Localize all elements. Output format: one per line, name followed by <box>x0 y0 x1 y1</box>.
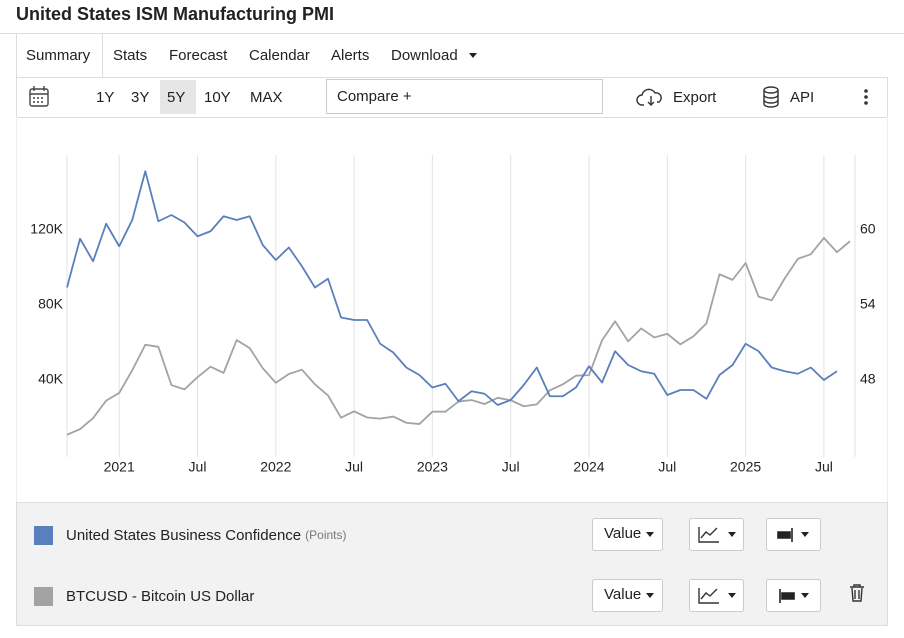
axis-icon <box>779 589 795 603</box>
legend-swatch <box>34 526 53 545</box>
chart-type-icon <box>698 588 719 604</box>
x-tick-label: 2023 <box>417 459 448 475</box>
y-tick-label: 120K <box>30 221 63 237</box>
series-name: United States Business Confidence <box>66 527 301 544</box>
legend: United States Business Confidence (Points… <box>34 518 821 612</box>
y2-tick-label: 48 <box>860 371 876 387</box>
range-button[interactable]: 5Y <box>167 89 185 106</box>
value-button[interactable] <box>592 518 663 551</box>
value-button-label: Value <box>604 586 641 603</box>
active-tab <box>16 33 103 77</box>
x-tick-label: Jul <box>345 459 363 475</box>
dropdown-caret <box>469 53 477 58</box>
chart-type-button[interactable] <box>689 518 744 551</box>
x-tick-label: 2021 <box>104 459 135 475</box>
export-icon[interactable] <box>636 88 662 106</box>
page-title: United States ISM Manufacturing PMI <box>16 4 334 24</box>
x-tick-label: 2025 <box>730 459 761 475</box>
legend-panel <box>16 502 888 626</box>
x-tick-label: 2024 <box>573 459 604 475</box>
more-menu[interactable] <box>864 89 868 105</box>
active-range <box>160 80 196 114</box>
tab[interactable]: Stats <box>113 47 147 64</box>
range-button[interactable]: 10Y <box>204 89 231 106</box>
tab[interactable]: Calendar <box>249 47 310 64</box>
x-tick-label: Jul <box>815 459 833 475</box>
range-button[interactable]: 1Y <box>96 89 114 106</box>
axis-button[interactable] <box>766 518 821 551</box>
value-button-label: Value <box>604 525 641 542</box>
x-tick-label: Jul <box>658 459 676 475</box>
dropdown-caret <box>646 532 654 537</box>
tab[interactable]: Alerts <box>331 47 369 64</box>
axis-icon <box>777 528 793 542</box>
x-tick-label: Jul <box>189 459 207 475</box>
calendar-icon[interactable] <box>29 86 49 107</box>
legend-swatch <box>34 587 53 606</box>
y-tick-label: 80K <box>38 296 64 312</box>
series-line <box>66 170 838 406</box>
series-unit: (Points) <box>305 528 346 542</box>
chart-type-icon <box>698 527 719 543</box>
tab[interactable]: Download <box>391 47 458 64</box>
tab[interactable]: Forecast <box>169 47 228 64</box>
series-line <box>66 236 851 436</box>
dropdown-caret <box>646 593 654 598</box>
y2-tick-label: 54 <box>860 296 876 312</box>
plot: 2021 Jul 2022 Jul 2023 Jul 2024 Jul 2025 Jul 40K 80… <box>30 155 876 475</box>
api-button[interactable]: API <box>790 89 814 106</box>
export-button[interactable]: Export <box>673 89 717 106</box>
delete-icon[interactable] <box>850 584 864 602</box>
range-button[interactable]: 3Y <box>131 89 149 106</box>
chart-type-button[interactable] <box>689 579 744 612</box>
x-tick-label: Jul <box>502 459 520 475</box>
dropdown-caret <box>801 532 809 537</box>
dropdown-caret <box>728 593 736 598</box>
y2-tick-label: 60 <box>860 221 876 237</box>
series-name: BTCUSD - Bitcoin US Dollar <box>66 588 254 605</box>
compare-placeholder: Compare + <box>337 88 412 105</box>
api-icon[interactable] <box>763 86 779 108</box>
compare-input[interactable] <box>326 79 603 114</box>
range-button[interactable]: MAX <box>250 89 283 106</box>
dropdown-caret <box>728 532 736 537</box>
dropdown-caret <box>801 593 809 598</box>
legend-label: United States Business Confidence (Points… <box>66 527 346 544</box>
x-tick-label: 2022 <box>260 459 291 475</box>
tab[interactable]: Summary <box>26 47 91 64</box>
value-button[interactable] <box>592 579 663 612</box>
y-tick-label: 40K <box>38 371 64 387</box>
legend-label: BTCUSD - Bitcoin US Dollar <box>66 588 254 605</box>
